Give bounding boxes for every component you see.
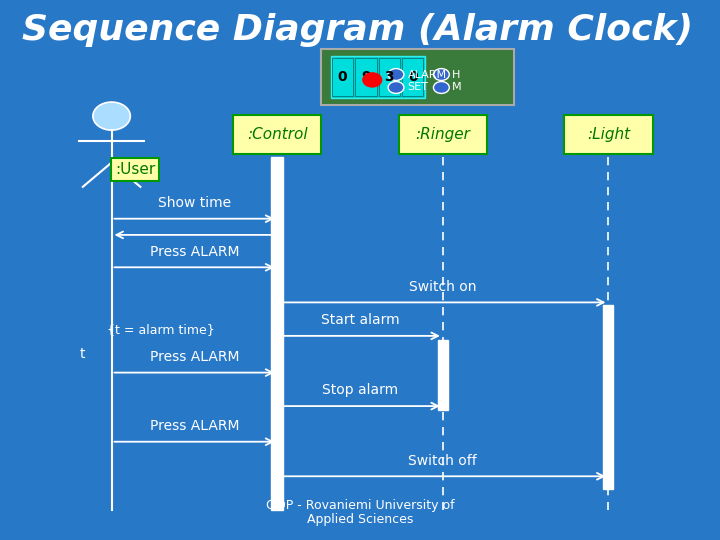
Bar: [331, 56, 425, 98]
Text: :Ringer: :Ringer: [415, 127, 470, 142]
Text: OOP - Rovaniemi University of
Applied Sciences: OOP - Rovaniemi University of Applied Sc…: [266, 498, 454, 526]
Bar: [603, 305, 613, 489]
Text: ALARM: ALARM: [408, 70, 446, 79]
Bar: [271, 157, 283, 510]
Text: SET: SET: [408, 83, 428, 92]
Circle shape: [388, 69, 404, 80]
Text: Press ALARM: Press ALARM: [150, 350, 239, 364]
Bar: [356, 58, 377, 96]
Bar: [332, 58, 354, 96]
Text: Sequence Diagram (Alarm Clock): Sequence Diagram (Alarm Clock): [22, 13, 693, 46]
Text: Press ALARM: Press ALARM: [150, 245, 239, 259]
Text: 3: 3: [384, 70, 394, 84]
Circle shape: [433, 82, 449, 93]
Text: Start alarm: Start alarm: [320, 313, 400, 327]
FancyBboxPatch shape: [564, 115, 652, 154]
Text: 0: 0: [338, 70, 347, 84]
Circle shape: [93, 102, 130, 130]
Text: Press ALARM: Press ALARM: [150, 419, 239, 433]
Text: 9: 9: [361, 70, 371, 84]
Text: :Control: :Control: [247, 127, 307, 142]
Circle shape: [388, 82, 404, 93]
FancyBboxPatch shape: [399, 115, 487, 154]
Text: Show time: Show time: [158, 196, 231, 210]
Bar: [402, 58, 423, 96]
Text: H: H: [452, 70, 461, 79]
Circle shape: [433, 69, 449, 80]
Text: :Light: :Light: [587, 127, 630, 142]
Text: Switch off: Switch off: [408, 454, 477, 468]
Bar: [379, 58, 400, 96]
FancyBboxPatch shape: [233, 115, 322, 154]
Text: 0: 0: [408, 70, 418, 84]
Text: Stop alarm: Stop alarm: [322, 383, 398, 397]
Text: Switch on: Switch on: [409, 280, 477, 294]
Circle shape: [363, 73, 382, 87]
Bar: [438, 340, 448, 410]
Text: {t = alarm time}: {t = alarm time}: [107, 323, 215, 336]
FancyBboxPatch shape: [321, 49, 514, 105]
Text: t: t: [80, 347, 86, 361]
Text: :User: :User: [115, 162, 156, 177]
Text: M: M: [452, 83, 462, 92]
